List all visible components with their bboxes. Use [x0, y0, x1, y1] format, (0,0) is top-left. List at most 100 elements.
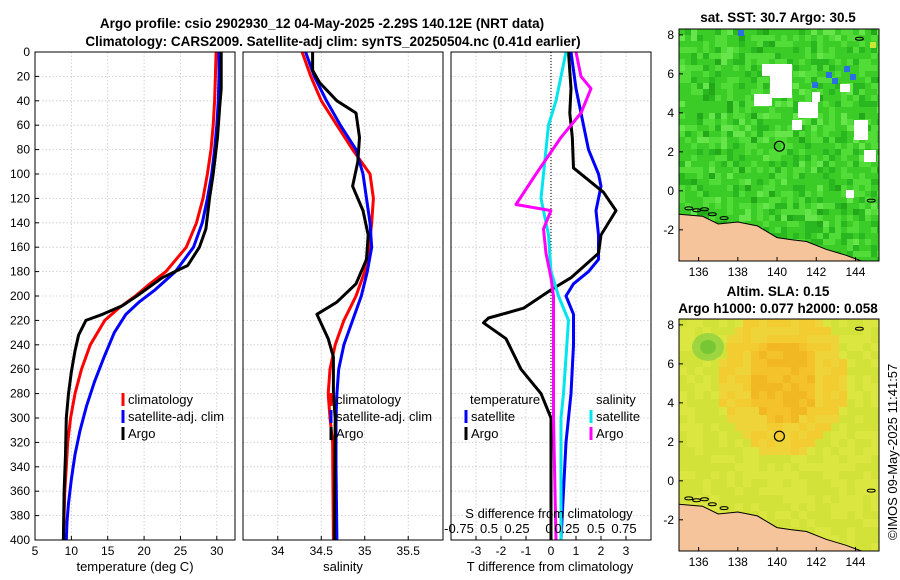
land-mass — [679, 214, 862, 261]
x2-tick-label: 0.25 — [554, 521, 579, 536]
salinity-panel: 34 34.5 35 35.5 — [242, 51, 444, 558]
y-tick-label: 8 — [667, 318, 674, 332]
x-tick-label: 34 — [271, 544, 285, 558]
y-tick-label: 20 — [17, 69, 31, 83]
x2-tick-label: 0 — [545, 521, 552, 536]
s-difference-label: S difference from climatology — [465, 506, 633, 521]
no-data-patch — [798, 102, 818, 118]
y-tick-label: 4 — [667, 106, 674, 120]
x-tick-label: 142 — [806, 265, 826, 279]
salinity-xlabel: salinity — [323, 559, 363, 574]
y-tick-label: 40 — [17, 94, 31, 108]
argo-position-marker — [773, 140, 786, 152]
s-difference-ticks: -0.75 0.5 0.25 0 0.25 0.5 0.75 — [444, 521, 636, 536]
legend-temperature-title: temperature — [470, 392, 540, 407]
x2-tick-label: 0.5 — [587, 521, 605, 536]
y-tick-label: 80 — [17, 143, 31, 157]
legend-satellite-label: satellite-adj. clim — [336, 409, 432, 424]
x-tick-label: 34.5 — [310, 544, 334, 558]
no-data-patch — [792, 120, 802, 130]
no-data-patch — [840, 84, 850, 92]
x-tick-label: 138 — [728, 555, 748, 569]
x-tick-label: 2 — [598, 544, 605, 558]
no-data-patch — [812, 92, 820, 102]
y-tick-label: 120 — [10, 191, 30, 205]
difference-xlabel: T difference from climatology — [467, 559, 634, 574]
axes-frame — [242, 51, 444, 541]
legend-climatology-label: climatology — [128, 392, 194, 407]
y-tick-label: 0 — [667, 184, 674, 198]
x-tick-label: 0 — [548, 544, 555, 558]
temperature-legend: climatology satellite-adj. clim Argo — [121, 392, 224, 441]
sst-map: 136 138 140 142 144 -2 0 2 4 6 8 — [663, 28, 880, 279]
cold-pixel — [738, 30, 744, 36]
map-field — [679, 319, 879, 551]
island — [866, 488, 876, 493]
x-tick-label: 3 — [623, 544, 630, 558]
x-tick-label: 140 — [767, 265, 787, 279]
legend-climatology-label: climatology — [336, 392, 402, 407]
island — [854, 36, 864, 41]
y-tick-label: 0 — [23, 45, 30, 59]
sst-map-title: sat. SST: 30.7 Argo: 30.5 — [700, 10, 856, 25]
y-tick-label: 8 — [667, 28, 674, 42]
series-group — [61, 52, 223, 540]
y-tick-label: 60 — [17, 118, 31, 132]
x-tick-label: 15 — [101, 544, 115, 558]
x2-tick-label: 0.75 — [611, 521, 636, 536]
legend-argo-label: Argo — [336, 426, 363, 441]
y-tick-label: 300 — [10, 411, 30, 425]
y-tick-label: 200 — [10, 289, 30, 303]
x-tick-label: 138 — [728, 265, 748, 279]
island — [684, 206, 694, 211]
y-tick-label: 160 — [10, 240, 30, 254]
map-frame — [678, 318, 880, 552]
series-group — [300, 52, 375, 540]
island — [700, 497, 709, 502]
no-data-patch — [846, 190, 854, 198]
island — [707, 212, 717, 217]
warm-pixel — [870, 42, 876, 48]
cold-pixel — [844, 66, 850, 72]
no-data-patch — [770, 76, 792, 98]
y-tick-label: 400 — [10, 533, 30, 547]
y-tick-label: 180 — [10, 265, 30, 279]
map-frame — [678, 28, 880, 262]
y-tick-label: 2 — [667, 435, 674, 449]
series-line-temperature-satellite — [559, 52, 603, 540]
temperature-xlabel: temperature (deg C) — [76, 559, 193, 574]
x-tick-label: 140 — [767, 555, 787, 569]
x-tick-label: 144 — [845, 555, 865, 569]
island — [719, 506, 729, 511]
temperature-panel: 0 20 40 60 80 100 120 140 160 180 200 220 240 260 280 3… — [10, 45, 236, 558]
x-tick-label: 10 — [65, 544, 79, 558]
figure-title-line1: Argo profile: csio 2902930_12 04-May-202… — [100, 16, 544, 31]
y-tick-label: -2 — [663, 513, 674, 527]
island — [684, 496, 694, 501]
axes-frame — [34, 51, 236, 541]
x-tick-label: 1 — [573, 544, 580, 558]
series-line-argo — [311, 52, 370, 540]
y-tick-label: 240 — [10, 338, 30, 352]
coastline — [679, 213, 862, 261]
imos-timestamp: ©IMOS 09-May-2025 11:41:57 — [885, 364, 900, 540]
x-tick-label: -3 — [471, 544, 482, 558]
y-tick-label: 100 — [10, 167, 30, 181]
coastline — [679, 503, 862, 551]
series-line-argo — [61, 52, 223, 540]
map-field — [679, 29, 879, 261]
sla-map-title: Altim. SLA: 0.15 — [727, 284, 830, 299]
y-tick-label: 360 — [10, 484, 30, 498]
series-line-satellite-adj-clim — [304, 52, 374, 540]
x-tick-label: 136 — [689, 265, 709, 279]
series-line-salinity-satellite — [539, 52, 570, 540]
x2-tick-label: 0.5 — [480, 521, 498, 536]
legend-sal-satellite-label: satellite — [596, 409, 640, 424]
island — [866, 198, 876, 203]
y-tick-label: 6 — [667, 357, 674, 371]
no-data-patch — [762, 64, 792, 76]
y-tick-label: 2 — [667, 145, 674, 159]
legend-salinity-title: salinity — [596, 392, 636, 407]
y-tick-label: 220 — [10, 313, 30, 327]
